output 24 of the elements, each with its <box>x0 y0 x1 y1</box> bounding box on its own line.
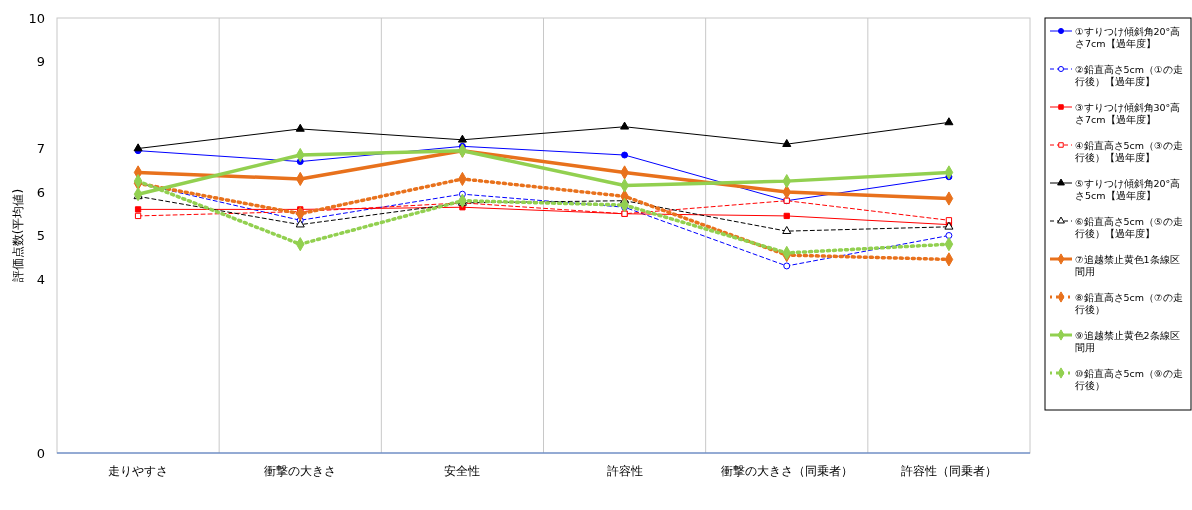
legend-label: ④鉛直高さ5cm（③の走行後）【過年度】 <box>1075 140 1183 163</box>
legend-label: ⑤すりつけ傾斜角20°高さ5cm【過年度】 <box>1075 178 1181 201</box>
y-tick-label: 5 <box>36 228 45 244</box>
x-tick-label: 走りやすさ <box>108 464 169 478</box>
y-tick-label: 10 <box>28 10 45 26</box>
x-tick-label: 衝撃の大きさ（同乗者） <box>720 464 853 478</box>
legend-label: ⑥鉛直高さ5cm（⑤の走行後）【過年度】 <box>1075 216 1183 239</box>
y-axis-title: 評価点数(平均値) <box>11 188 25 283</box>
legend-label: ②鉛直高さ5cm（①の走行後）【過年度】 <box>1075 64 1183 87</box>
y-tick-label: 7 <box>36 141 45 157</box>
legend-label: ①すりつけ傾斜角20°高さ7cm【過年度】 <box>1075 26 1181 49</box>
y-tick-label: 6 <box>36 184 45 200</box>
x-tick-label: 安全性 <box>444 464 481 478</box>
x-tick-label: 衝撃の大きさ <box>264 464 337 478</box>
legend-label: ⑩鉛直高さ5cm（⑨の走行後） <box>1075 368 1183 391</box>
legend-label: ⑨追越禁止黄色2条線区間用 <box>1075 330 1180 353</box>
y-tick-label: 9 <box>36 54 45 70</box>
legend-label: ⑦追越禁止黄色1条線区間用 <box>1075 254 1180 277</box>
y-tick-label: 4 <box>36 271 45 287</box>
x-tick-label: 許容性 <box>606 464 643 478</box>
y-tick-label: 0 <box>36 445 45 461</box>
legend-label: ⑧鉛直高さ5cm（⑦の走行後） <box>1075 292 1183 315</box>
x-tick-label: 許容性（同乗者） <box>900 464 997 478</box>
legend-label: ③すりつけ傾斜角30°高さ7cm【過年度】 <box>1075 102 1181 125</box>
